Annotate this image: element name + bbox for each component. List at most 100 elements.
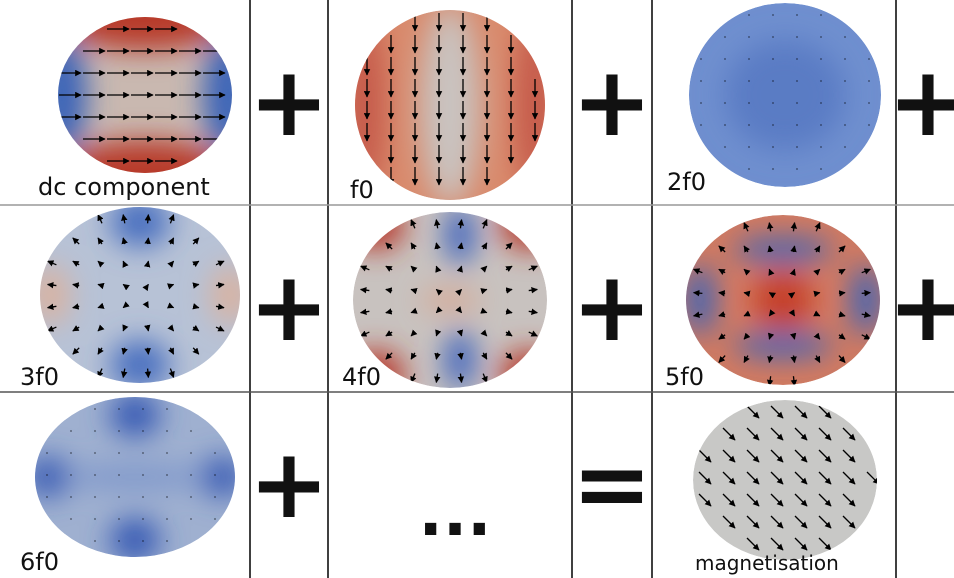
- field-blob: [420, 10, 480, 200]
- arrow: [722, 515, 736, 529]
- arrow: [385, 287, 393, 294]
- arrow: [72, 347, 80, 355]
- operator: +: [572, 251, 652, 363]
- arrow: [718, 290, 726, 297]
- operator: =: [572, 428, 652, 540]
- field-blob: [500, 212, 547, 250]
- arrow: [746, 449, 760, 463]
- arrow: [768, 292, 777, 299]
- field-blob: [110, 518, 160, 557]
- arrow: [861, 268, 871, 275]
- arrow: [480, 307, 488, 314]
- arrow: [97, 302, 105, 309]
- arrow: [410, 242, 417, 250]
- arrow: [72, 237, 80, 245]
- arrow: [789, 268, 796, 276]
- arrow: [790, 245, 797, 253]
- arrow: [457, 352, 464, 360]
- arrow: [838, 333, 846, 340]
- arrow: [143, 260, 151, 268]
- arrow: [818, 515, 832, 529]
- arrow: [767, 245, 774, 253]
- field-blob: [725, 40, 845, 150]
- arrow: [842, 471, 856, 485]
- field-blob: [210, 265, 240, 325]
- arrow: [215, 303, 225, 310]
- field-image: [58, 17, 232, 173]
- arrow: [433, 373, 441, 384]
- panel: 5f0 +: [665, 215, 954, 391]
- arrow: [794, 493, 808, 507]
- arrow: [72, 260, 80, 267]
- arrow: [435, 288, 443, 296]
- arrow: [866, 471, 877, 485]
- arrow: [718, 355, 726, 363]
- panel: 4f0 +: [342, 212, 652, 391]
- arrow: [743, 290, 751, 297]
- arrow: [838, 268, 846, 275]
- arrow: [121, 237, 128, 245]
- operator: +: [888, 46, 954, 158]
- arrow: [456, 265, 463, 273]
- panel: 2f0 +: [667, 3, 954, 196]
- arrow: [410, 265, 418, 273]
- arrow: [435, 329, 442, 337]
- operator: +: [249, 428, 329, 540]
- arrow: [385, 352, 393, 360]
- arrow: [192, 324, 200, 332]
- arrow: [794, 537, 808, 551]
- field-image: [689, 3, 881, 187]
- arrow: [770, 449, 784, 463]
- arrow: [746, 405, 760, 419]
- field-blob: [420, 290, 480, 310]
- field-image: [686, 215, 880, 385]
- arrow: [743, 222, 750, 232]
- arrow: [435, 265, 442, 273]
- arrow: [192, 282, 200, 289]
- arrow: [698, 471, 712, 485]
- arrow: [122, 283, 130, 291]
- arrow: [410, 352, 417, 360]
- arrow: [842, 449, 856, 463]
- arrow: [861, 311, 871, 318]
- arrow: [814, 222, 821, 232]
- arrow: [746, 493, 760, 507]
- arrow: [481, 242, 488, 250]
- field-image: [693, 400, 877, 560]
- arrow: [861, 333, 871, 340]
- arrow: [722, 471, 736, 485]
- panel-label: ...: [419, 477, 492, 551]
- arrow: [192, 303, 200, 310]
- arrow: [813, 310, 821, 317]
- panel: ... =: [419, 428, 653, 551]
- panel-label: magnetisation: [695, 551, 839, 575]
- arrow: [718, 311, 726, 318]
- field-blob: [200, 457, 235, 497]
- arrow: [743, 268, 751, 276]
- arrow: [435, 306, 443, 314]
- arrow: [144, 347, 151, 355]
- operator: +: [249, 251, 329, 363]
- field-blob: [203, 35, 232, 155]
- field-blob: [733, 333, 833, 357]
- arrow: [766, 376, 774, 385]
- arrow: [480, 265, 488, 273]
- arrow: [790, 376, 798, 385]
- field-blobs: [686, 238, 880, 357]
- arrow: [767, 332, 775, 340]
- field-blob: [353, 212, 405, 250]
- arrow: [838, 311, 846, 318]
- panel: magnetisation: [693, 400, 877, 575]
- arrow: [813, 268, 821, 276]
- arrow: [142, 300, 149, 309]
- arrow: [97, 347, 104, 355]
- arrow: [122, 301, 130, 309]
- arrow: [97, 324, 105, 332]
- field-blob: [55, 469, 215, 485]
- panel-label: 6f0: [20, 548, 59, 576]
- arrow: [842, 493, 856, 507]
- arrow: [410, 287, 418, 295]
- arrow: [528, 265, 538, 272]
- arrow: [505, 352, 513, 360]
- field-blob: [686, 265, 715, 335]
